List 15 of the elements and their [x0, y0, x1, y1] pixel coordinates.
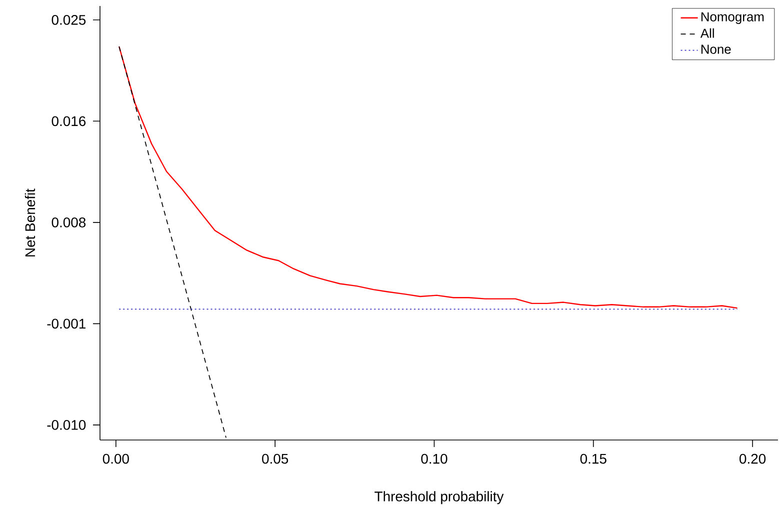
x-tick-label: 0.00 [102, 454, 129, 464]
y-tick-label: 0.016 [52, 116, 86, 126]
x-tick-label: 0.15 [580, 454, 606, 464]
x-tick-label: 0.10 [421, 454, 448, 464]
x-tick-label: 0.05 [262, 454, 288, 464]
legend-label: Nomogram [701, 12, 764, 24]
legend-label: All [700, 28, 714, 38]
legend-label: None [701, 44, 731, 54]
y-tick-label: -0.001 [47, 318, 86, 329]
y-tick-label: 0.025 [52, 14, 86, 25]
y-axis-title: Net Benefit [24, 188, 36, 256]
x-tick-label: 0.20 [740, 454, 766, 464]
y-tick-label: -0.010 [47, 420, 86, 430]
y-tick-label: 0.008 [52, 217, 86, 228]
x-axis-title: Threshold probability [374, 491, 504, 504]
